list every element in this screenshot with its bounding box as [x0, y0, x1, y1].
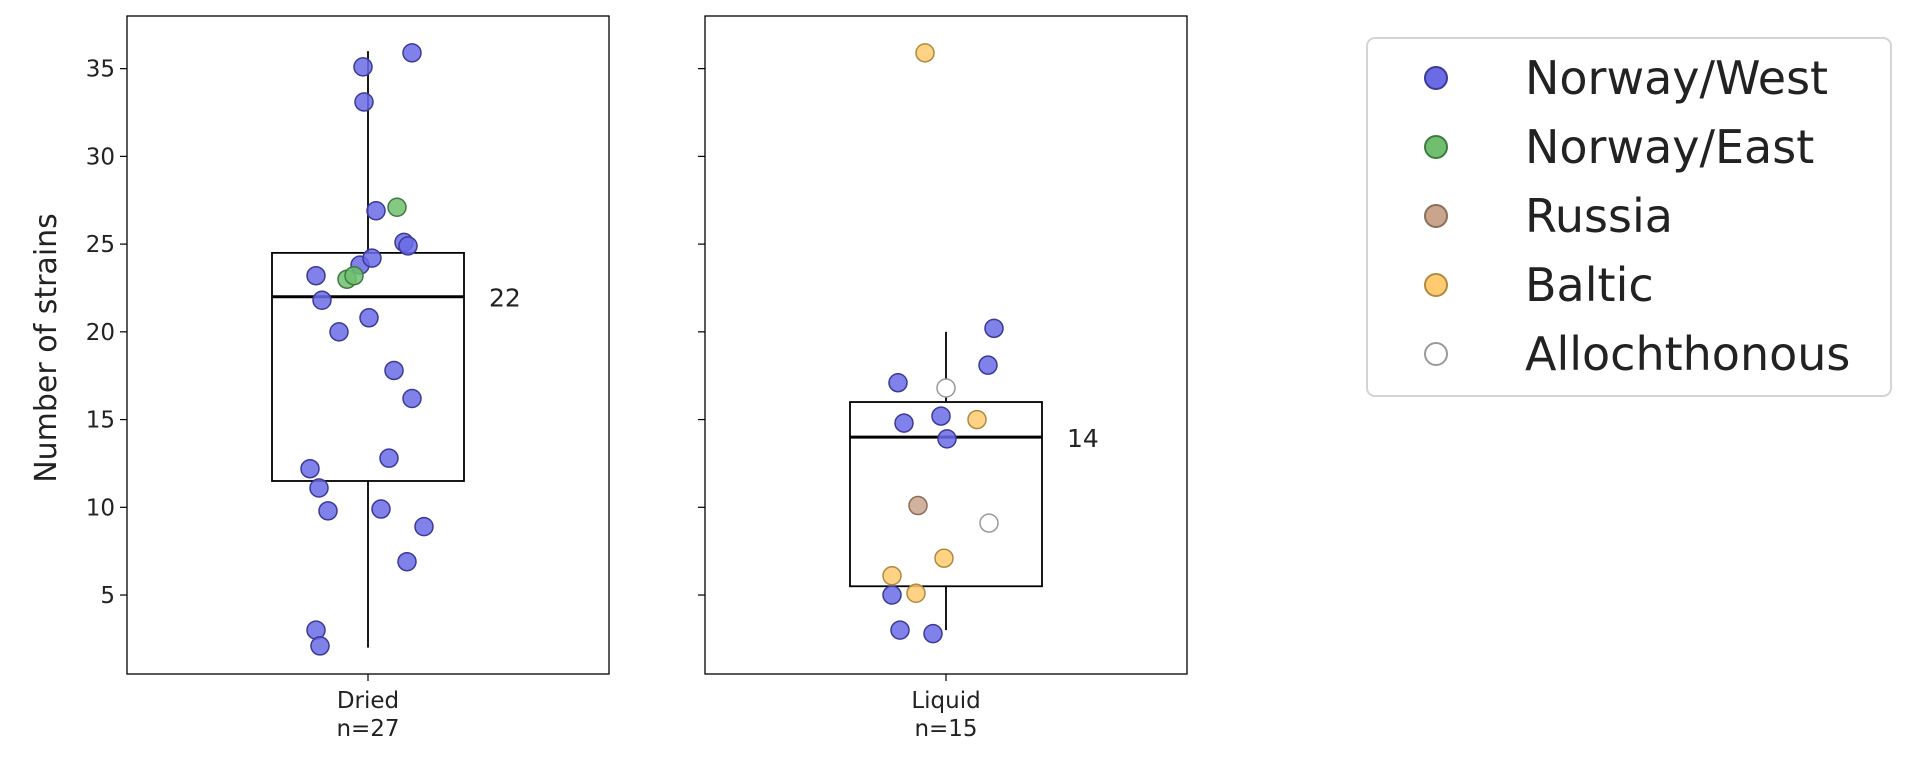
data-point: [387, 197, 407, 218]
legend-label: Norway/East: [1525, 120, 1814, 174]
data-point: [915, 43, 935, 63]
legend-marker: [1424, 342, 1448, 366]
data-point: [310, 636, 330, 656]
data-point: [894, 413, 914, 433]
median-label: 22: [489, 284, 521, 313]
data-point: [353, 57, 373, 77]
legend-marker: [1424, 135, 1448, 159]
y-tick-label: 10: [86, 495, 115, 521]
data-point: [890, 620, 910, 640]
legend-marker: [1424, 66, 1448, 90]
data-point: [906, 583, 926, 604]
y-tick-label: 5: [100, 583, 115, 609]
legend-marker: [1424, 204, 1448, 228]
data-point: [300, 458, 320, 479]
data-point: [318, 501, 338, 521]
x-tick-n-label: n=15: [914, 716, 977, 742]
legend-frame: [1366, 37, 1892, 397]
data-point: [384, 360, 404, 381]
data-point: [984, 318, 1004, 339]
data-point: [414, 516, 434, 537]
y-tick-label: 20: [86, 320, 115, 346]
data-point: [397, 551, 417, 572]
y-axis-label: Number of strains: [29, 213, 64, 483]
data-point: [398, 236, 418, 256]
data-point: [359, 308, 379, 328]
y-tick-label: 35: [86, 57, 115, 83]
y-tick-label: 25: [86, 232, 115, 258]
legend: Norway/West Norway/East Russia Baltic Alloch…: [1366, 37, 1892, 397]
data-point: [371, 499, 391, 519]
x-tick-n-label: n=27: [336, 716, 399, 742]
y-tick-label: 15: [86, 408, 115, 434]
median-label: 14: [1067, 424, 1099, 453]
data-point: [979, 513, 999, 533]
data-point: [306, 265, 326, 286]
data-point: [978, 355, 998, 375]
data-point: [312, 290, 332, 311]
data-point: [344, 265, 364, 286]
data-point: [402, 388, 422, 409]
data-point: [937, 429, 957, 449]
x-tick-label: Dried: [337, 688, 399, 714]
data-point: [936, 378, 956, 398]
box: [849, 401, 1043, 588]
data-point: [366, 201, 386, 221]
data-point: [329, 322, 349, 342]
data-point: [402, 43, 422, 63]
data-point: [306, 620, 326, 640]
y-tick-label: 30: [86, 144, 115, 170]
box: [271, 251, 465, 482]
data-point: [908, 495, 928, 516]
legend-label: Russia: [1525, 189, 1673, 243]
legend-label: Allochthonous: [1525, 327, 1850, 381]
x-tick-label: Liquid: [911, 688, 980, 714]
data-point: [882, 585, 902, 605]
data-point: [309, 478, 329, 498]
legend-label: Baltic: [1525, 258, 1654, 312]
data-point: [888, 372, 908, 393]
data-point: [923, 623, 943, 644]
data-point: [931, 406, 951, 426]
legend-marker: [1424, 273, 1448, 297]
legend-label: Norway/West: [1525, 51, 1828, 105]
data-point: [882, 565, 902, 586]
data-point: [934, 548, 954, 568]
data-point: [967, 409, 987, 430]
data-point: [354, 92, 374, 112]
data-point: [379, 448, 399, 468]
data-point: [362, 248, 382, 268]
